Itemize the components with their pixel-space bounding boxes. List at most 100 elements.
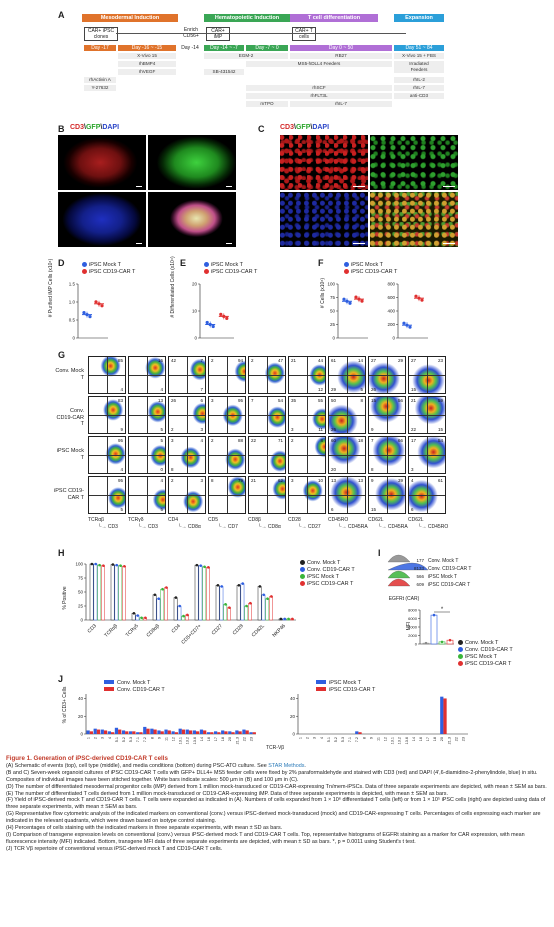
day-label: Day -16 ~ -15	[118, 45, 176, 51]
tick-label: 4000	[408, 625, 418, 630]
vb-label: 5.2	[122, 737, 126, 742]
facs-plot: 22 71	[248, 436, 286, 474]
micrograph-dapi-zoom	[280, 192, 368, 247]
quadrant-value: 6	[331, 507, 334, 512]
media-item: mTPO	[260, 101, 274, 106]
quadrant-value: 2	[171, 478, 174, 483]
vb-label: 13.6	[405, 737, 409, 744]
quadrant-value: 12	[317, 387, 323, 392]
f-right-point	[402, 321, 406, 325]
vb-label: 13.1	[391, 737, 395, 744]
caption-a: (A) Schematic of events (top), cell type…	[6, 762, 306, 769]
ylabel-h: % Positive	[62, 586, 68, 610]
facs-plot: 2 47	[248, 356, 286, 394]
caption-f: (F) Yield of iPSC-derived mock T and CD1…	[6, 797, 546, 811]
quadrant-value: 21	[251, 478, 257, 483]
bar-point	[195, 563, 199, 567]
vb-bar	[443, 698, 447, 734]
bar	[97, 564, 102, 621]
quadrant-line	[89, 375, 125, 376]
bar-point	[119, 564, 122, 567]
media-item: Y-27632	[91, 85, 109, 90]
quadrant-line	[409, 455, 445, 456]
bar	[89, 563, 94, 621]
category-label: CD28	[232, 623, 245, 636]
tick-label: 40	[290, 696, 296, 701]
vb-bar	[224, 731, 228, 734]
stage-expansion: Expansion	[394, 14, 444, 22]
quadrant-value: 3	[411, 467, 414, 472]
media-item: SB-431542	[212, 69, 236, 74]
facs-plot: 13 5	[128, 396, 166, 434]
bar-point	[90, 562, 94, 566]
bar	[240, 583, 245, 621]
f-right-point	[408, 325, 412, 329]
quadrant-value: 18	[357, 438, 363, 443]
f-right-point	[417, 296, 421, 300]
bar	[244, 605, 249, 621]
quadrant-value: 26	[371, 387, 377, 392]
facs-plot: 21 62	[248, 476, 286, 514]
quadrant-value: 3	[171, 438, 174, 443]
vb-label: 9	[157, 737, 161, 739]
tick-label: 20	[192, 282, 198, 287]
quadrant-line	[249, 415, 285, 416]
facs-plot: 17 54 3	[408, 436, 446, 474]
quadrant-value: 15	[371, 507, 377, 512]
e-point	[225, 316, 229, 320]
media-item: EGM-2	[238, 53, 254, 58]
facs-plot: 26 6 2 3	[168, 396, 206, 434]
bar	[269, 596, 273, 621]
ylabel-f: # Cells (x10⁶)	[320, 277, 326, 309]
quadrant-value: 9	[371, 427, 374, 432]
schematic: Mesodermal Induction Hematopoietic Induc…	[0, 0, 554, 120]
facs-plot: 3 10	[288, 476, 326, 514]
vb-label: 20	[440, 737, 444, 741]
histogram	[387, 554, 411, 563]
media-item: Irradiated Feeders	[409, 61, 429, 72]
quadrant-value: 61	[331, 358, 337, 363]
tick-label: 50	[330, 309, 336, 314]
ylabel-d: # Purified iMP Cells (x10⁴)	[48, 258, 54, 318]
day-label: Day -14	[181, 45, 199, 51]
bar-point	[203, 565, 206, 569]
bar	[118, 565, 123, 621]
bar-point	[249, 601, 252, 605]
caption-i: (I) Comparison of transgene expression l…	[6, 831, 525, 845]
quadrant-value: 14	[357, 358, 363, 363]
vb-bar	[171, 731, 175, 734]
vb-label: 12	[384, 737, 388, 741]
panel-label-d: D	[58, 258, 65, 268]
quadrant-value: 7	[200, 387, 203, 392]
quadrant-value: 5	[160, 438, 163, 443]
vb-bar	[153, 729, 157, 734]
quadrant-line	[169, 495, 205, 496]
quadrant-line	[249, 495, 285, 496]
quadrant-value: 5	[160, 507, 163, 512]
bar-point	[98, 563, 101, 567]
panel-label-j: J	[58, 674, 64, 684]
vb-bar	[210, 732, 214, 734]
facs-row-label: Conv. Mock T	[55, 368, 84, 381]
vb-bar	[96, 729, 101, 734]
facs-plot: 16 4	[128, 356, 166, 394]
vb-bar	[178, 728, 182, 734]
bar	[110, 564, 115, 621]
vb-label: 3	[101, 737, 105, 739]
quadrant-value: 47	[277, 358, 283, 363]
vb-label: 22	[242, 737, 246, 741]
d-point	[97, 302, 101, 306]
mfi-point	[448, 638, 452, 642]
vb-label: 21.3	[235, 737, 239, 744]
ylabel-j: % of CD3+ Cells	[62, 686, 68, 724]
star-methods-link[interactable]: STAR Methods	[268, 762, 305, 769]
hist-label: Conv. Mock T	[428, 558, 458, 564]
bar	[219, 586, 224, 621]
hist-value: 609	[416, 582, 424, 587]
quadrant-value: 3	[291, 478, 294, 483]
quadrant-value: 44	[317, 358, 323, 363]
quadrant-value: 3	[200, 427, 203, 432]
vb-label: 11	[376, 737, 380, 741]
day-label: Day -14 ~ -7	[204, 45, 244, 51]
bar	[261, 594, 266, 621]
